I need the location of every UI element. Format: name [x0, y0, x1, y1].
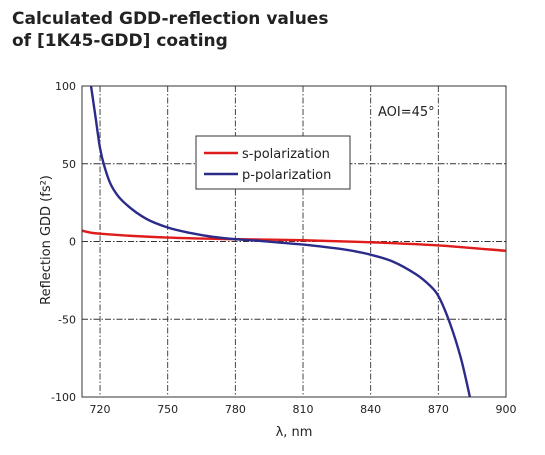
- y-tick-label: -50: [58, 313, 76, 326]
- plot-frame: [81, 85, 507, 398]
- series-line-s-polarization: [82, 229, 506, 253]
- y-tick-label: -100: [51, 391, 76, 404]
- x-tick-label: 810: [293, 403, 314, 416]
- x-tick-label: 900: [496, 403, 517, 416]
- y-tick-label: 50: [62, 158, 76, 171]
- series-line-p-polarization: [89, 86, 472, 397]
- legend: s-polarization p-polarization: [195, 135, 351, 190]
- x-axis-label: λ, nm: [276, 425, 313, 440]
- x-tick-label: 750: [157, 403, 178, 416]
- x-tick-label: 840: [360, 403, 381, 416]
- grid-layer: [82, 86, 506, 397]
- tick-layer: 720 750 780 810 840 870 900 100 50 0 -50 -100: [51, 80, 516, 416]
- chart-title: Calculated GDD-reflection values of [1K4…: [12, 8, 328, 52]
- series-layer: [82, 86, 506, 397]
- chart-title-line-1: Calculated GDD-reflection values: [12, 9, 329, 29]
- aoi-annotation: AOI=45°: [378, 105, 435, 120]
- y-tick-label: 100: [55, 80, 76, 93]
- x-tick-label: 870: [428, 403, 449, 416]
- x-tick-label: 720: [90, 403, 111, 416]
- legend-box: [195, 135, 351, 190]
- y-axis-label: Reflection GDD (fs²): [39, 175, 54, 305]
- y-tick-label: 0: [69, 236, 76, 249]
- chart-title-line-2: of [1K45-GDD] coating: [12, 31, 228, 51]
- x-tick-label: 780: [225, 403, 246, 416]
- legend-label-p-polarization: p-polarization: [242, 168, 331, 183]
- legend-label-s-polarization: s-polarization: [242, 147, 330, 162]
